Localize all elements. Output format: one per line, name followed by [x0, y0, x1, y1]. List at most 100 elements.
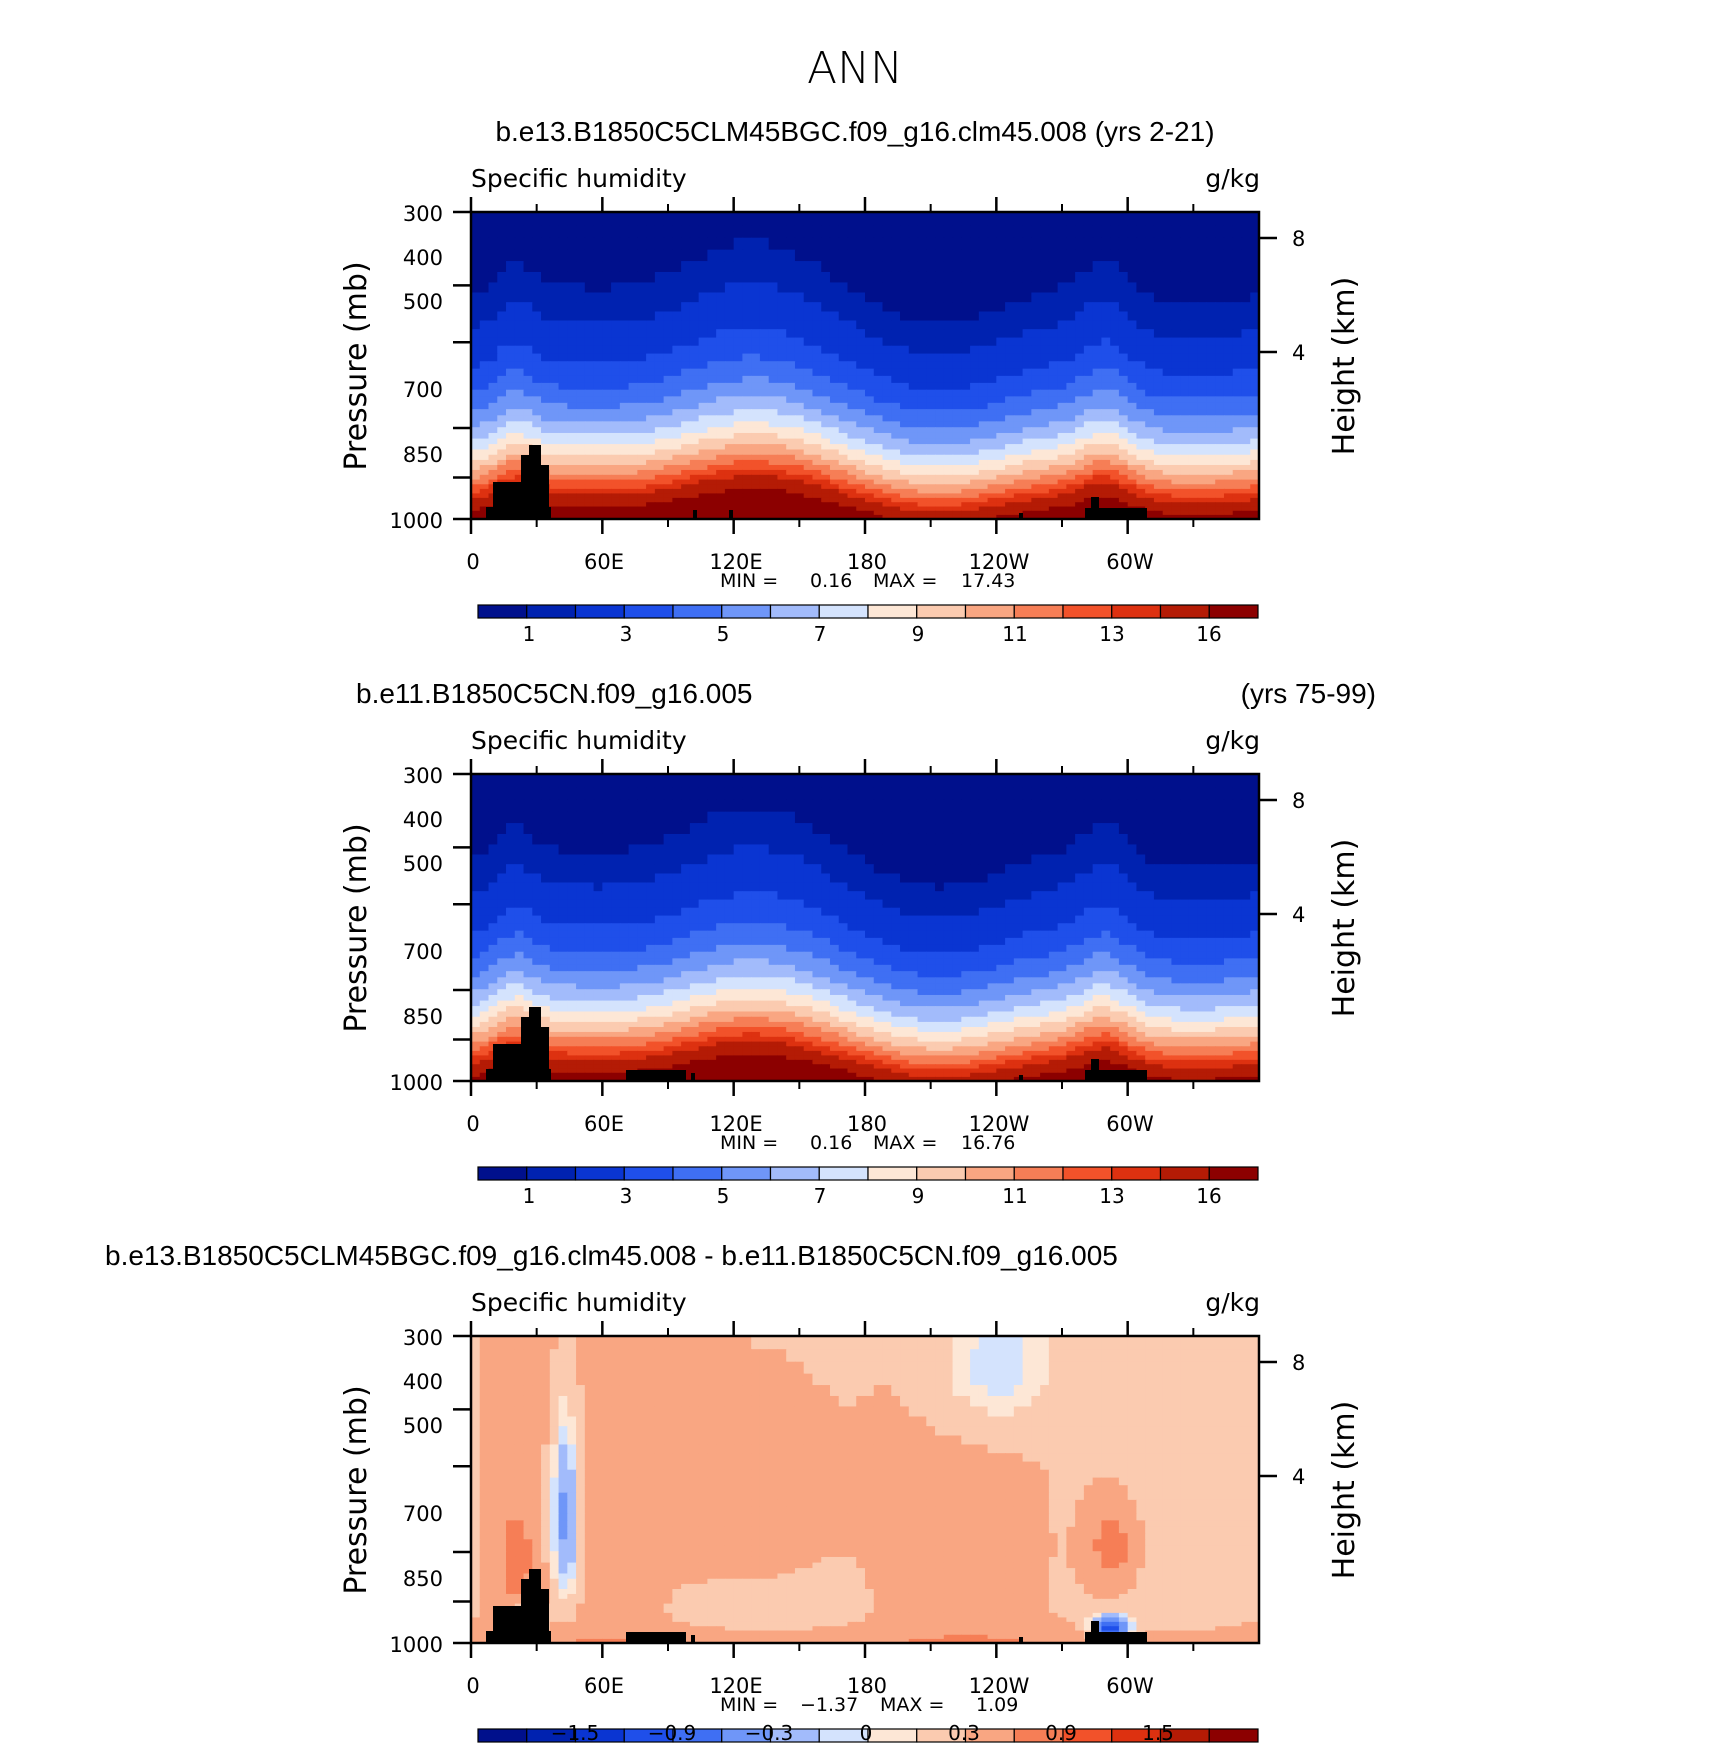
contour-cell: [1215, 854, 1225, 865]
contour-cell: [917, 302, 927, 313]
contour-cell: [1083, 493, 1094, 499]
contour-cell: [532, 438, 542, 445]
contour-cell: [637, 459, 647, 466]
contour-cell: [882, 427, 892, 434]
contour-cell: [698, 497, 708, 503]
contour-cell: [681, 502, 691, 508]
contour-cell: [689, 415, 700, 422]
contour-cell: [1136, 311, 1146, 322]
contour-cell: [952, 402, 962, 410]
contour-cell: [978, 361, 989, 370]
contour-cell: [681, 873, 691, 884]
contour-cell: [523, 438, 533, 445]
contour-cell: [672, 510, 682, 516]
contour-cell: [646, 510, 656, 516]
contour-cell: [926, 311, 936, 322]
contour-cell: [821, 444, 831, 451]
contour-cell: [794, 311, 805, 322]
contour-cell: [1040, 823, 1050, 835]
contour-cell: [812, 353, 822, 362]
contour-cell: [777, 432, 787, 440]
contour-cell: [689, 787, 700, 801]
contour-cell: [646, 823, 656, 835]
contour-cell: [768, 493, 779, 499]
contour-cell: [1206, 449, 1216, 456]
contour-cell: [908, 415, 919, 422]
contour-cell: [1162, 844, 1173, 856]
contour-cell: [654, 882, 665, 892]
contour-cell: [917, 427, 927, 434]
contour-cell: [628, 844, 638, 856]
contour-cell: [549, 409, 560, 416]
contour-cell: [742, 415, 752, 422]
contour-cell: [584, 454, 595, 461]
contour-cell: [891, 382, 901, 391]
contour-cell: [856, 438, 866, 445]
contour-cell: [786, 282, 796, 294]
contour-cell: [838, 345, 849, 355]
contour-cell: [707, 444, 717, 451]
contour-cell: [970, 337, 980, 347]
contour-cell: [672, 488, 682, 495]
contour-cell: [689, 427, 700, 434]
contour-cell: [794, 474, 805, 481]
contour-cell: [1040, 337, 1050, 347]
contour-cell: [742, 389, 752, 397]
contour-cell: [751, 271, 761, 284]
contour-cell: [1118, 438, 1129, 445]
contour-cell: [733, 497, 744, 503]
contour-cell: [576, 444, 586, 451]
contour-cell: [882, 402, 892, 410]
contour-cell: [689, 479, 700, 485]
contour-cell: [1197, 409, 1208, 416]
contour-cell: [471, 488, 481, 495]
contour-cell: [1083, 389, 1094, 397]
contour-cell: [698, 302, 708, 313]
contour-cell: [1092, 459, 1102, 466]
contour-cell: [1066, 382, 1076, 391]
contour-cell: [689, 438, 700, 445]
contour-cell: [1188, 444, 1199, 451]
contour-cell: [1110, 320, 1120, 330]
contour-cell: [900, 225, 910, 239]
contour-cell: [1110, 484, 1120, 490]
contour-cell: [1206, 469, 1216, 476]
contour-cell: [759, 774, 770, 788]
contour-cell: [873, 873, 884, 884]
contour-cell: [935, 382, 945, 391]
contour-cell: [1232, 493, 1243, 499]
contour-cell: [803, 271, 814, 284]
contour-cell: [1075, 493, 1085, 499]
contour-cell: [1232, 502, 1243, 508]
contour-cell: [838, 873, 849, 884]
contour-cell: [1013, 271, 1024, 284]
contour-cell: [803, 474, 814, 481]
contour-cell: [1206, 774, 1216, 788]
contour-cell: [961, 502, 971, 508]
contour-cell: [996, 368, 1006, 377]
contour-cell: [707, 361, 717, 370]
contour-cell: [733, 409, 744, 416]
contour-cell: [724, 389, 735, 397]
contour-cell: [1005, 396, 1015, 404]
colorbar-swatch: [1111, 604, 1162, 619]
contour-cell: [532, 882, 542, 892]
contour-cell: [777, 311, 787, 322]
contour-cell: [961, 833, 971, 846]
contour-cell: [943, 361, 954, 370]
contour-cell: [619, 271, 630, 284]
contour-cell: [978, 421, 989, 428]
contour-cell: [558, 833, 568, 846]
contour-cell: [1048, 449, 1059, 456]
contour-cell: [1083, 225, 1094, 239]
contour-cell: [1022, 438, 1032, 445]
contour-cell: [567, 225, 577, 239]
contour-cell: [882, 237, 892, 251]
contour-cell: [1013, 402, 1024, 410]
contour-cell: [698, 421, 708, 428]
contour-cell: [970, 427, 980, 434]
contour-cell: [873, 282, 884, 294]
contour-cell: [1136, 474, 1146, 481]
contour-cell: [1031, 438, 1041, 445]
contour-cell: [1075, 368, 1085, 377]
